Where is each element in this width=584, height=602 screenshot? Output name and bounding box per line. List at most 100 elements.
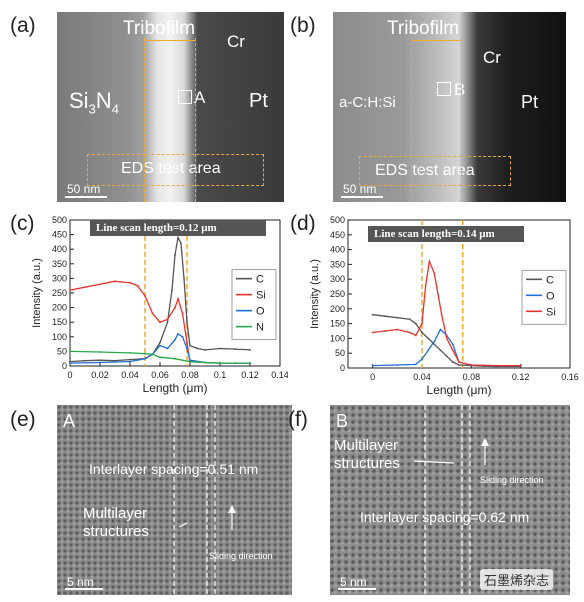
data-point-Si: [414, 334, 417, 337]
data-point-N: [129, 351, 131, 354]
data-point-N: [204, 361, 206, 364]
data-point-C: [408, 318, 411, 321]
panel-label-e: (e): [10, 408, 36, 431]
scale-label: 50 nm: [67, 182, 101, 196]
eds-test-area: [87, 154, 264, 186]
eds-label: EDS test area: [375, 162, 475, 179]
x-tick-label: 0.1: [214, 370, 227, 380]
guide-line: [411, 38, 412, 202]
x-tick-label: 0.12: [241, 370, 259, 380]
scale-label: 5 nm: [67, 575, 94, 589]
y-tick-label: 0: [62, 361, 67, 371]
data-point-Si: [451, 349, 454, 352]
data-point-Si: [151, 312, 154, 315]
data-point-O: [177, 332, 179, 335]
panel-label-c: (c): [10, 212, 35, 235]
data-point-Si: [69, 289, 71, 291]
multilayer-label: Multilayer structures: [83, 505, 149, 540]
data-point-C: [433, 343, 436, 346]
banner-c: Line scan length=0.12 μm: [90, 220, 266, 236]
data-point-Si: [84, 286, 86, 289]
data-point-C: [174, 254, 176, 256]
data-point-C: [439, 349, 442, 352]
tem-panel-a: Tribofilm Cr Si3N4 Pt A EDS test area 50…: [57, 12, 284, 202]
data-point-Si: [99, 283, 101, 286]
data-point-N: [69, 350, 71, 353]
series-line-N: [69, 350, 250, 364]
data-point-C: [458, 364, 460, 366]
data-point-C: [84, 359, 86, 362]
data-point-C: [414, 322, 417, 325]
data-point-C: [249, 349, 251, 351]
sliding-label: Sliding direction: [209, 551, 273, 561]
data-point-Si: [519, 364, 522, 367]
eds-test-area: [359, 156, 511, 186]
data-point-C: [99, 359, 101, 362]
point-a-label: A: [194, 88, 206, 107]
legend-box: [521, 269, 567, 325]
y-tick-label: 400: [330, 245, 345, 255]
sliding-label: Sliding direction: [480, 475, 544, 485]
y-tick-label: 200: [52, 303, 67, 313]
y-tick-label: 100: [52, 332, 67, 342]
data-point-C: [371, 313, 374, 316]
data-point-Si: [166, 318, 169, 321]
y-tick-label: 150: [330, 319, 345, 329]
data-point-C: [189, 344, 191, 347]
data-point-Si: [371, 331, 374, 334]
data-point-C: [396, 316, 399, 319]
data-point-O: [427, 349, 430, 352]
data-point-O: [421, 358, 423, 361]
data-point-C: [69, 360, 71, 363]
data-point-Si: [445, 337, 448, 340]
spacing-label: Interlayer spacing=0.62 nm: [360, 509, 530, 525]
guide-line-top: [411, 40, 461, 41]
guide-line: [144, 38, 145, 202]
y-tick-label: 0: [340, 363, 345, 373]
data-point-O: [181, 335, 184, 338]
guide-line: [195, 38, 196, 202]
data-point-C: [129, 358, 131, 361]
tribofilm-label: Tribofilm: [123, 18, 196, 39]
data-point-O: [396, 364, 399, 366]
data-point-C: [166, 321, 169, 324]
pt-label: Pt: [521, 92, 539, 112]
panel-label-d: (d): [290, 212, 316, 235]
y-tick-label: 250: [52, 288, 67, 298]
x-tick-label: 0.02: [91, 370, 109, 380]
data-point-Si: [421, 322, 423, 325]
lattice-texture: [330, 405, 570, 595]
scale-bar: [65, 588, 103, 590]
scale-bar: [65, 196, 107, 198]
y-tick-label: 150: [52, 317, 67, 327]
watermark: 石墨烯杂志: [480, 569, 554, 590]
legend-box: [231, 269, 277, 341]
hrtem-panel-e: A Interlayer spacing=0.51 nm Multilayer …: [57, 405, 292, 595]
x-tick-label: 0.08: [181, 370, 199, 380]
tem-panel-b: Tribofilm Cr a-C:H:Si Pt B EDS test area…: [333, 12, 566, 202]
y-tick-label: 350: [52, 259, 67, 269]
data-point-C: [186, 321, 188, 324]
point-b-label: B: [454, 80, 466, 99]
data-point-Si: [428, 260, 431, 263]
x-tick-label: 0.14: [271, 370, 288, 380]
spacing-label: Interlayer spacing=0.51 nm: [89, 461, 259, 477]
legend-label: C: [546, 274, 554, 286]
eds-label: EDS test area: [121, 160, 221, 177]
legend-label: C: [256, 274, 264, 286]
data-point-C: [421, 331, 423, 334]
banner-d: Line scan length=0.14 μm: [368, 226, 524, 242]
data-point-Si: [136, 284, 139, 287]
cr-label: Cr: [483, 48, 501, 67]
data-point-C: [451, 361, 454, 363]
acsi-label: a-C:H:Si: [339, 94, 396, 111]
data-point-Si: [433, 272, 436, 275]
y-tick-label: 450: [330, 230, 345, 240]
cr-label: Cr: [227, 32, 245, 51]
data-point-O: [371, 364, 374, 367]
y-tick-label: 300: [52, 273, 67, 283]
data-point-C: [384, 315, 386, 318]
legend-label: O: [256, 306, 265, 318]
data-point-C: [183, 277, 185, 280]
data-point-C: [171, 289, 173, 291]
